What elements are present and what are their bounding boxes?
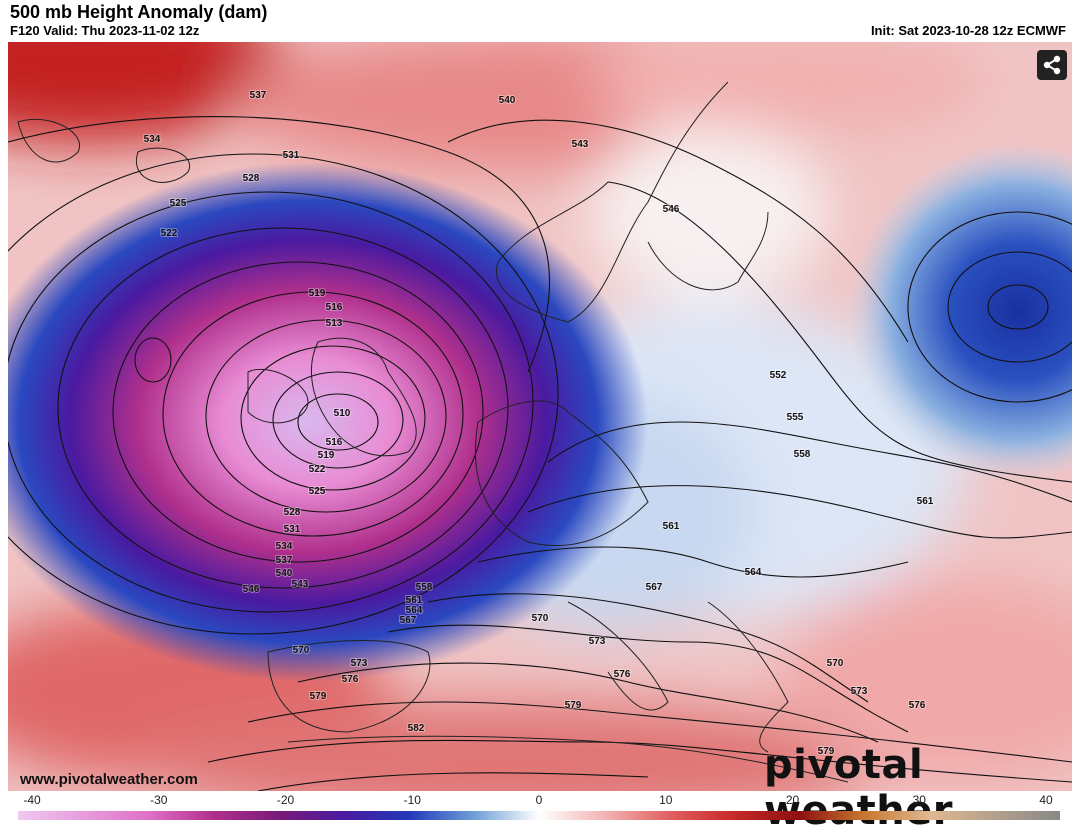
anomaly-shading [8,42,1072,791]
colorbar-tick-label: 10 [659,793,673,807]
colorbar-tick-label: -10 [404,793,422,807]
colorbar-tick-label: -40 [23,793,41,807]
contour-label: 576 [909,700,926,711]
contour-label: 582 [408,723,425,734]
contour-label: 564 [745,567,762,578]
contour-label: 567 [400,615,417,626]
contour-label: 537 [276,555,293,566]
contour-label: 513 [326,318,343,329]
contour-label: 525 [309,486,326,497]
share-button[interactable] [1037,50,1067,80]
contour-label: 570 [827,658,844,669]
contour-label: 516 [326,437,343,448]
coastlines [17,81,849,783]
colorbar-tick-label: 0 [536,793,543,807]
website-credit: www.pivotalweather.com [20,771,198,788]
contour-label: 531 [284,524,301,535]
contour-label: 558 [794,449,811,460]
contour-label: 576 [614,669,631,680]
contour-label: 540 [276,568,293,579]
colorbar-tick-label: -20 [277,793,295,807]
contour-label: 561 [663,521,680,532]
contour-label: 552 [770,370,787,381]
height-contours [8,116,1072,791]
contour-label: 570 [293,645,310,656]
colorbar-tick-label: -30 [150,793,168,807]
contour-label: 531 [283,150,300,161]
colorbar-ramp [18,811,1060,820]
colorbar-tick-label: 40 [1039,793,1053,807]
contour-label: 573 [851,686,868,697]
contour-label: 540 [499,95,516,106]
contour-label: 573 [589,636,606,647]
contour-label: 579 [310,691,327,702]
contour-label: 519 [318,450,335,461]
map-header: 500 mb Height Anomaly (dam) F120 Valid: … [0,0,1080,42]
contour-label: 564 [406,605,423,616]
contour-label: 537 [250,90,267,101]
colorbar-tick-label: 30 [913,793,927,807]
valid-time: F120 Valid: Thu 2023-11-02 12z [10,23,200,38]
contour-label: 510 [334,408,351,419]
contour-label: 528 [243,173,260,184]
contour-label: 522 [161,228,178,239]
contour-label: 522 [309,464,326,475]
colorbar: -40 -30 -20 -10 0 10 20 30 40 [18,792,1060,828]
contour-label: 558 [416,582,433,593]
colorbar-tick-label: 20 [786,793,800,807]
contour-label: 561 [917,496,934,507]
contour-label: 528 [284,507,301,518]
contour-label: 567 [646,582,663,593]
contour-label: 570 [532,613,549,624]
init-time: Init: Sat 2023-10-28 12z ECMWF [870,23,1066,38]
contour-label: 573 [351,658,368,669]
contour-label: 525 [170,198,187,209]
contour-label: 546 [243,584,260,595]
contour-label: 543 [292,579,309,590]
share-icon [1043,55,1061,75]
contour-label: 576 [342,674,359,685]
contour-label: 543 [572,139,589,150]
anomaly-map[interactable]: 537 534 531 528 525 522 519 516 513 510 516 519 522 5… [8,42,1072,791]
contour-label: 579 [565,700,582,711]
contour-label: 579 [818,746,835,757]
contour-label: 534 [276,541,293,552]
eastern-low-shading [848,142,1072,482]
contour-label: 561 [406,595,423,606]
contour-label: 534 [144,134,161,145]
contour-label: 516 [326,302,343,313]
contour-label: 546 [663,204,680,215]
contour-labels: 5375345315285255225195165135105165195225… [143,89,935,758]
map-title: 500 mb Height Anomaly (dam) [10,2,268,22]
contour-label: 519 [309,288,326,299]
contour-label: 555 [787,412,804,423]
